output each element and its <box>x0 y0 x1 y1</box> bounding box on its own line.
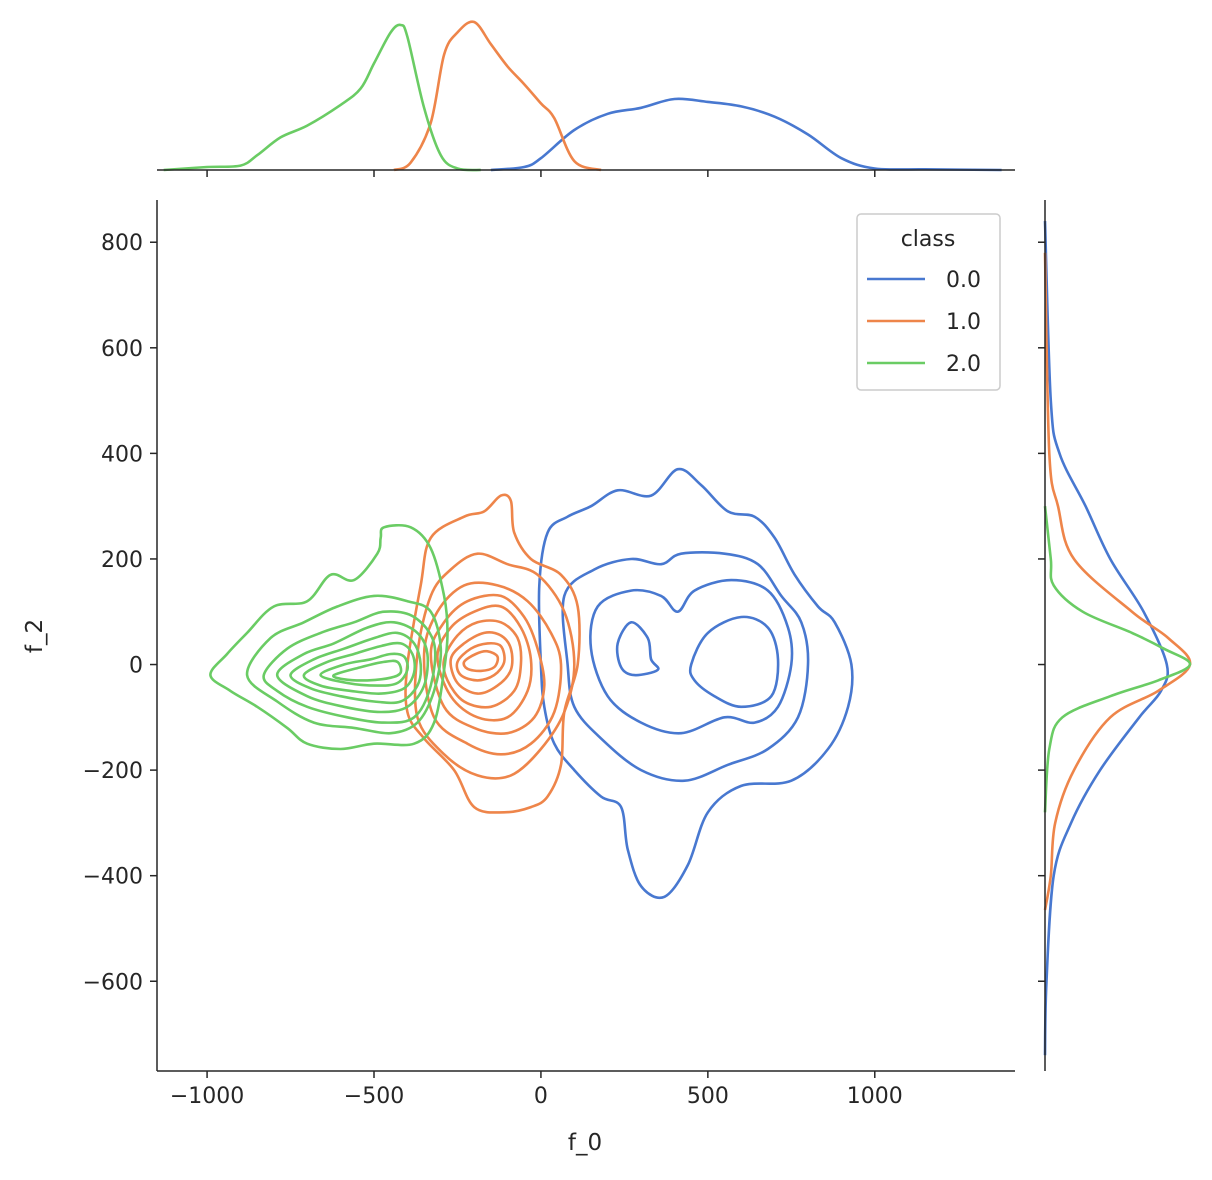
y-axis-label: f_2 <box>22 619 48 653</box>
contour-class-2.0-level-6 <box>302 641 417 695</box>
contour-class-1.0-level-8 <box>455 641 506 682</box>
contour-class-2.0-level-5 <box>289 631 423 705</box>
contour-class-1.0-level-6 <box>442 619 523 709</box>
joint-axes <box>156 200 1015 1072</box>
x-tick-label: 1000 <box>847 1084 903 1109</box>
x-marginal-kde-class-0.0 <box>490 97 1002 172</box>
legend-entries: 0.0 1.0 2.0 <box>867 268 981 377</box>
x-marginal-kde-class-2.0 <box>163 23 481 172</box>
contour-class-0.0-level-4 <box>615 621 660 677</box>
x-axis-ticks: −1000 −500 0 500 1000 <box>170 1071 903 1109</box>
y-tick-label: 0 <box>129 654 143 679</box>
contour-class-2.0-level-1 <box>209 523 449 751</box>
contour-class-1.0-level-7 <box>449 631 514 695</box>
x-axis-label: f_0 <box>568 1130 602 1156</box>
legend-title: class <box>901 227 956 252</box>
contour-class-1.0-level-9 <box>462 649 500 673</box>
y-tick-label: −400 <box>83 865 143 890</box>
legend-label-class-0.0: 0.0 <box>946 268 981 293</box>
contour-class-2.0-level-3 <box>262 610 437 724</box>
contour-class-0.0-level-2 <box>561 551 810 783</box>
y-tick-label: 600 <box>101 337 143 362</box>
x-marginal-kde-class-1.0 <box>393 20 602 172</box>
x-tick-label: −500 <box>344 1084 404 1109</box>
y-marginal-kde-panel <box>1038 200 1192 1071</box>
y-axis-ticks: 800 600 400 200 0 −200 −400 −600 <box>83 231 157 995</box>
y-marginal-kde-class-2.0 <box>1043 506 1192 813</box>
contour-class-2.0-level-8 <box>332 659 403 682</box>
x-tick-label: 0 <box>534 1084 548 1109</box>
contour-class-1.0-level-3 <box>422 581 563 756</box>
contour-class-0.0-level-3 <box>589 578 794 735</box>
legend-label-class-1.0: 1.0 <box>946 310 981 335</box>
contour-class-0.0-level-5 <box>688 615 780 709</box>
joint-kde-contours <box>209 467 854 900</box>
contour-class-1.0-level-2 <box>413 552 576 780</box>
x-tick-label: −1000 <box>170 1084 244 1109</box>
contour-class-1.0-level-5 <box>436 604 533 722</box>
contour-class-2.0-level-4 <box>275 620 430 714</box>
legend-label-class-2.0: 2.0 <box>946 352 981 377</box>
contour-class-1.0-level-4 <box>429 593 546 736</box>
legend-frame <box>856 213 1001 391</box>
contour-class-1.0-level-1 <box>404 493 581 814</box>
x-tick-label: 500 <box>687 1084 729 1109</box>
y-marginal-kde-class-1.0 <box>1043 252 1192 911</box>
y-tick-label: 200 <box>101 548 143 573</box>
contour-class-2.0-level-2 <box>245 594 443 735</box>
contour-class-2.0-level-7 <box>319 652 410 687</box>
y-tick-label: −600 <box>83 970 143 995</box>
legend: class 0.0 1.0 2.0 <box>856 213 1001 391</box>
x-marginal-kde-panel <box>157 20 1015 177</box>
y-tick-label: 400 <box>101 442 143 467</box>
y-tick-label: 800 <box>101 231 143 256</box>
contour-class-0.0-level-1 <box>537 467 854 900</box>
y-tick-label: −200 <box>83 759 143 784</box>
y-marginal-kde-class-0.0 <box>1043 221 1170 1056</box>
